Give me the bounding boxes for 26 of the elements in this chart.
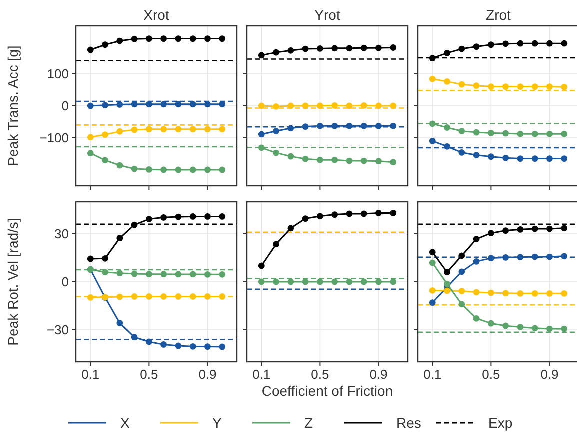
y-axis-title: Peak Rot. Vel [rad/s] bbox=[5, 218, 21, 346]
x-tick-label: 0.5 bbox=[311, 367, 330, 382]
y-tick-label: −30 bbox=[46, 322, 69, 338]
x-tick-label: 0.1 bbox=[424, 367, 442, 382]
y-tick-label: 0 bbox=[62, 98, 69, 114]
legend-label: Exp bbox=[488, 414, 513, 431]
x-tick-label: 0.9 bbox=[370, 367, 388, 382]
x-tick-label: 0.1 bbox=[82, 367, 100, 382]
legend-label: X bbox=[120, 414, 130, 431]
legend-label: Y bbox=[212, 414, 222, 431]
y-tick-label: 100 bbox=[47, 66, 69, 82]
x-tick-label: 0.9 bbox=[540, 367, 559, 382]
y-axis-title: Peak Trans. Acc [g] bbox=[5, 46, 21, 166]
x-tick-label: 0.5 bbox=[140, 367, 158, 382]
chart-title: Xrot bbox=[144, 7, 170, 23]
y-tick-label: −100 bbox=[40, 130, 69, 146]
y-tick-label: 30 bbox=[54, 226, 69, 242]
x-tick-label: 0.1 bbox=[252, 367, 271, 382]
x-tick-label: 0.5 bbox=[482, 367, 500, 382]
chart-title: Yrot bbox=[314, 7, 340, 23]
y-tick-label: 0 bbox=[62, 274, 69, 290]
x-axis-title: Coefficient of Friction bbox=[262, 383, 394, 399]
legend-label: Res bbox=[396, 414, 422, 431]
chart-title: Zrot bbox=[486, 7, 512, 23]
legend-label: Z bbox=[304, 414, 314, 431]
x-tick-label: 0.9 bbox=[198, 367, 217, 382]
